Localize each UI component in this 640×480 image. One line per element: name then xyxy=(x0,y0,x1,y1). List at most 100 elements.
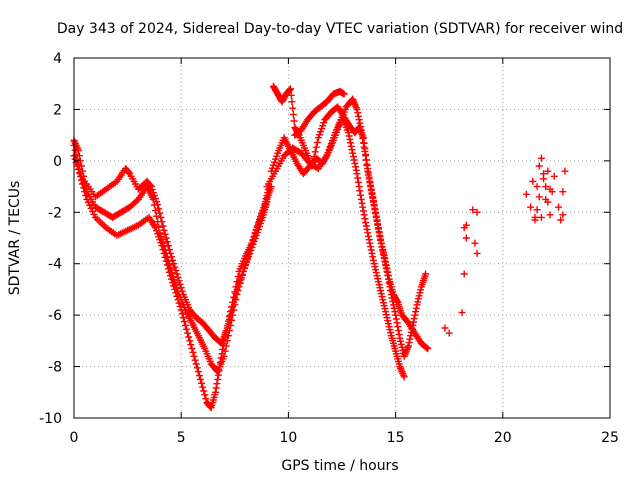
track-e-point xyxy=(357,195,365,203)
track-c-point xyxy=(213,380,221,388)
track-c-point xyxy=(244,254,252,262)
track-c-point xyxy=(184,329,192,337)
y-tick-label: -2 xyxy=(48,205,62,221)
track-a-point xyxy=(171,263,179,271)
track-d-point xyxy=(412,304,420,312)
track-a-point xyxy=(175,277,183,285)
late-points-point xyxy=(473,249,481,257)
track-f-point xyxy=(364,167,372,175)
track-c-point xyxy=(158,242,166,250)
track-f-point xyxy=(381,255,389,263)
track-c-point xyxy=(223,324,231,332)
track-f-point xyxy=(309,157,317,165)
late-points-point xyxy=(445,329,453,337)
track-a-point xyxy=(163,238,171,246)
track-f-point xyxy=(372,213,380,221)
track-e-point xyxy=(351,159,359,167)
track-f-point xyxy=(290,117,298,125)
track-a-point xyxy=(173,270,181,278)
cluster-22h-point xyxy=(544,167,552,175)
track-c-point xyxy=(166,272,174,280)
track-c-point xyxy=(180,318,188,326)
track-e-point xyxy=(369,256,377,264)
y-tick-label: -10 xyxy=(39,411,62,427)
track-e-point xyxy=(359,203,367,211)
cluster-22h-point xyxy=(537,213,545,221)
track-c-point xyxy=(79,180,87,188)
late-points-point xyxy=(458,309,466,317)
track-e-point xyxy=(367,246,375,254)
track-f-point xyxy=(362,156,370,164)
track-e-point xyxy=(347,139,355,147)
track-f-point xyxy=(368,190,376,198)
track-a-point xyxy=(174,273,182,281)
track-e-point xyxy=(349,149,357,157)
track-c-point xyxy=(219,345,227,353)
track-g-point xyxy=(340,90,348,98)
track-e-point xyxy=(365,236,373,244)
track-e-point xyxy=(355,183,363,191)
track-c-point xyxy=(249,237,257,245)
cluster-22h-point xyxy=(559,188,567,196)
track-c-point xyxy=(239,267,247,275)
track-c-point xyxy=(195,372,203,380)
track-d-point xyxy=(356,119,364,127)
chart-title: Day 343 of 2024, Sidereal Day-to-day VTE… xyxy=(57,21,623,37)
track-c-point xyxy=(169,279,177,287)
x-tick-label: 20 xyxy=(494,430,512,446)
track-b-point xyxy=(151,207,159,215)
track-f-point xyxy=(367,186,375,194)
track-e-point xyxy=(367,243,375,251)
track-c-point xyxy=(75,169,83,177)
track-f-point xyxy=(375,229,383,237)
track-c-point xyxy=(162,257,170,265)
track-d-point xyxy=(393,319,401,327)
cluster-22h-point xyxy=(550,172,558,180)
track-c-point xyxy=(222,328,230,336)
track-c-point xyxy=(161,253,169,261)
track-f-point xyxy=(382,258,390,266)
track-f-point xyxy=(362,150,370,158)
track-f-point xyxy=(287,91,295,99)
late-points-point xyxy=(473,208,481,216)
cluster-22h-point xyxy=(559,211,567,219)
track-f-point xyxy=(286,86,294,94)
track-c-point xyxy=(177,306,185,314)
track-d-point xyxy=(392,315,400,323)
cluster-22h-point xyxy=(540,175,548,183)
track-a-point xyxy=(161,230,169,238)
cluster-22h-point xyxy=(542,183,550,191)
track-d-point xyxy=(407,332,415,340)
track-e-point xyxy=(357,191,365,199)
track-c-point xyxy=(73,162,81,170)
track-c-point xyxy=(193,364,201,372)
track-d-point xyxy=(353,105,361,113)
track-f-point xyxy=(372,210,380,218)
track-c-point xyxy=(219,341,227,349)
track-c-point xyxy=(217,354,225,362)
track-a-point xyxy=(176,280,184,288)
track-f-point xyxy=(366,179,374,187)
track-d-point xyxy=(409,318,417,326)
track-c-point xyxy=(216,363,224,371)
track-d-point xyxy=(410,315,418,323)
track-e-point xyxy=(358,199,366,207)
track-d-point xyxy=(412,308,420,316)
late-points-point xyxy=(469,206,477,214)
track-f-point xyxy=(364,171,372,179)
track-e-point xyxy=(359,207,367,215)
track-b-point xyxy=(149,195,157,203)
track-c-point xyxy=(196,375,204,383)
track-c-point xyxy=(187,341,195,349)
track-e-point xyxy=(400,373,408,381)
track-a-point xyxy=(170,260,178,268)
track-c-point xyxy=(227,311,235,319)
track-c-point xyxy=(201,391,209,399)
track-f-point xyxy=(376,233,384,241)
track-e-point xyxy=(368,249,376,257)
x-tick-label: 25 xyxy=(601,430,619,446)
track-a-point xyxy=(155,205,163,213)
track-e-point xyxy=(362,222,370,230)
track-e-point xyxy=(363,225,371,233)
cluster-22h-point xyxy=(542,195,550,203)
